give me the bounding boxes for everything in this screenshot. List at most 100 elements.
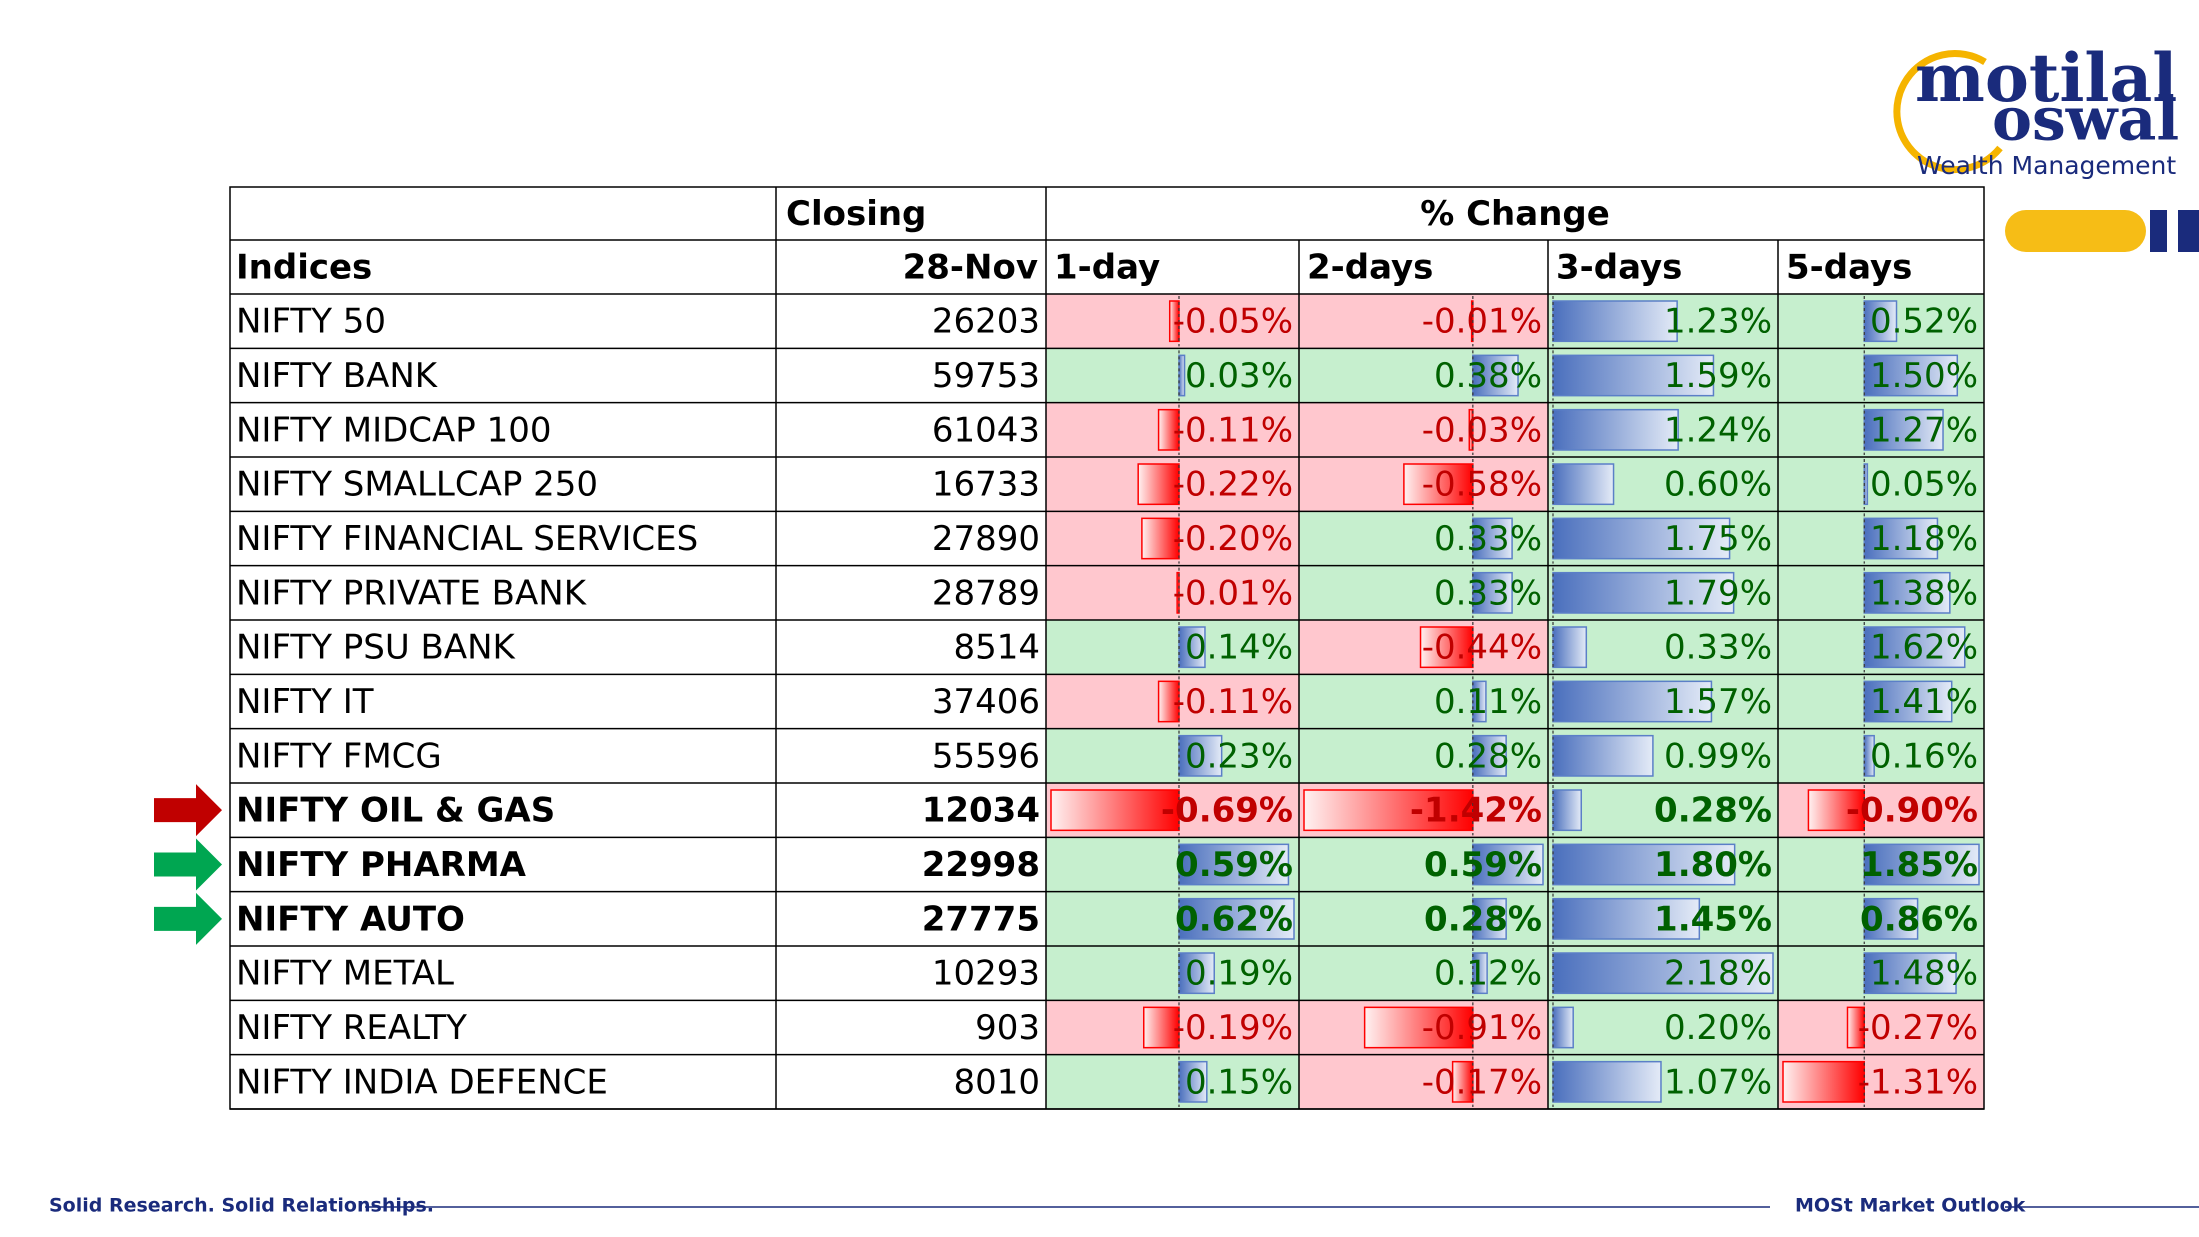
- change-value: 0.05%: [1870, 465, 1978, 505]
- change-value: -0.90%: [1846, 791, 1978, 831]
- data-bar: [1552, 463, 1615, 506]
- header: Closing: [786, 194, 926, 234]
- change-value: -0.05%: [1173, 302, 1293, 342]
- cell-bg: [1778, 728, 1984, 783]
- closing-value: 37406: [932, 682, 1040, 722]
- cell-bg: [1046, 1054, 1299, 1109]
- logo-arc: [1893, 50, 2003, 174]
- index-name: NIFTY MIDCAP 100: [236, 410, 552, 450]
- change-value: 0.38%: [1434, 356, 1542, 396]
- cell-bg: [1299, 674, 1548, 729]
- cell-bg: [1299, 1054, 1548, 1109]
- change-value: 0.62%: [1175, 899, 1293, 939]
- accent-bar: [2005, 210, 2146, 252]
- change-value: 0.33%: [1664, 628, 1772, 668]
- data-bar: [1472, 843, 1544, 886]
- row-arrow: [154, 838, 222, 891]
- closing-value: 28789: [932, 573, 1040, 613]
- closing-value: 10293: [932, 954, 1040, 994]
- closing-value: 903: [975, 1008, 1040, 1048]
- index-name: NIFTY 50: [236, 302, 386, 342]
- change-value: 1.79%: [1664, 573, 1772, 613]
- footer-left: Solid Research. Solid Relationships.: [49, 1195, 434, 1217]
- data-bar: [1552, 1060, 1662, 1103]
- change-value: -1.31%: [1858, 1062, 1978, 1102]
- change-value: 0.59%: [1175, 845, 1293, 885]
- data-bar: [1552, 1006, 1574, 1049]
- closing-value: 55596: [932, 736, 1040, 776]
- data-bar: [1472, 571, 1513, 614]
- closing-value: 16733: [932, 465, 1040, 505]
- header: % Change: [1420, 194, 1610, 234]
- data-bar: [1863, 354, 1959, 397]
- change-value: 1.18%: [1870, 519, 1978, 559]
- index-name: NIFTY AUTO: [236, 899, 465, 939]
- index-name: NIFTY SMALLCAP 250: [236, 465, 598, 505]
- change-value: 1.27%: [1870, 410, 1978, 450]
- index-name: NIFTY IT: [236, 682, 374, 722]
- cell-bg: [1299, 402, 1548, 457]
- change-value: 0.52%: [1870, 302, 1978, 342]
- change-value: 0.23%: [1185, 736, 1293, 776]
- change-value: 0.28%: [1434, 736, 1542, 776]
- data-bar: [1552, 517, 1731, 560]
- change-value: 0.03%: [1185, 356, 1293, 396]
- cell-bg: [1046, 728, 1299, 783]
- closing-value: 8010: [953, 1062, 1040, 1102]
- change-value: 0.16%: [1870, 736, 1978, 776]
- closing-value: 27775: [922, 899, 1040, 939]
- change-value: 1.07%: [1664, 1062, 1772, 1102]
- change-value: 1.59%: [1664, 356, 1772, 396]
- closing-value: 61043: [932, 410, 1040, 450]
- cell-bg: [1046, 348, 1299, 403]
- change-value: 0.60%: [1664, 465, 1772, 505]
- data-bar: [1552, 789, 1583, 832]
- data-bar: [1863, 897, 1919, 940]
- closing-value: 22998: [922, 845, 1040, 885]
- change-value: 0.86%: [1860, 899, 1978, 939]
- change-value: 0.33%: [1434, 519, 1542, 559]
- data-bar: [1363, 1006, 1474, 1049]
- data-bar: [1552, 843, 1736, 886]
- change-value: 1.62%: [1870, 628, 1978, 668]
- change-value: -0.01%: [1422, 302, 1542, 342]
- change-value: -0.69%: [1161, 791, 1293, 831]
- data-bar: [1552, 300, 1678, 343]
- logo-line1: motilal: [1915, 39, 2177, 117]
- change-value: -0.44%: [1422, 628, 1542, 668]
- index-name: NIFTY FMCG: [236, 736, 442, 776]
- data-bar: [1552, 680, 1713, 723]
- change-value: -0.58%: [1422, 465, 1542, 505]
- change-value: 0.28%: [1654, 791, 1772, 831]
- data-bar: [1552, 952, 1774, 995]
- change-value: 1.45%: [1654, 899, 1772, 939]
- header: 1-day: [1054, 248, 1160, 288]
- header: 5-days: [1786, 248, 1912, 288]
- data-bar: [1303, 789, 1474, 832]
- table: Closing % Change Indices 28-Nov 1-day 2-days 3…: [154, 186, 1985, 1110]
- change-value: 2.18%: [1664, 954, 1772, 994]
- index-name: NIFTY BANK: [236, 356, 439, 396]
- change-value: 0.14%: [1185, 628, 1293, 668]
- change-value: 1.80%: [1654, 845, 1772, 885]
- row-arrow: [154, 892, 222, 945]
- closing-value: 12034: [922, 791, 1040, 831]
- data-bar: [1178, 1060, 1208, 1103]
- index-name: NIFTY PRIVATE BANK: [236, 573, 588, 613]
- closing-value: 26203: [932, 302, 1040, 342]
- header: 3-days: [1556, 248, 1682, 288]
- change-value: 1.38%: [1870, 573, 1978, 613]
- index-name: NIFTY METAL: [236, 954, 454, 994]
- change-value: 1.24%: [1664, 410, 1772, 450]
- data-bar: [1552, 897, 1701, 940]
- change-value: 0.33%: [1434, 573, 1542, 613]
- cell-bg: [1778, 457, 1984, 512]
- index-name: NIFTY FINANCIAL SERVICES: [236, 519, 698, 559]
- change-value: -0.22%: [1173, 465, 1293, 505]
- closing-value: 59753: [932, 356, 1040, 396]
- cell-bg: [1046, 946, 1299, 1001]
- data-bar: [1552, 734, 1654, 777]
- data-bar: [1472, 354, 1519, 397]
- change-value: -1.42%: [1410, 791, 1542, 831]
